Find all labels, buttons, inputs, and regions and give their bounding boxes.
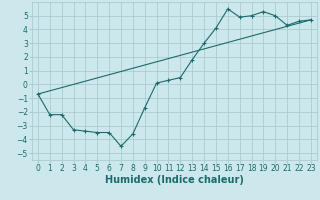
X-axis label: Humidex (Indice chaleur): Humidex (Indice chaleur) <box>105 175 244 185</box>
